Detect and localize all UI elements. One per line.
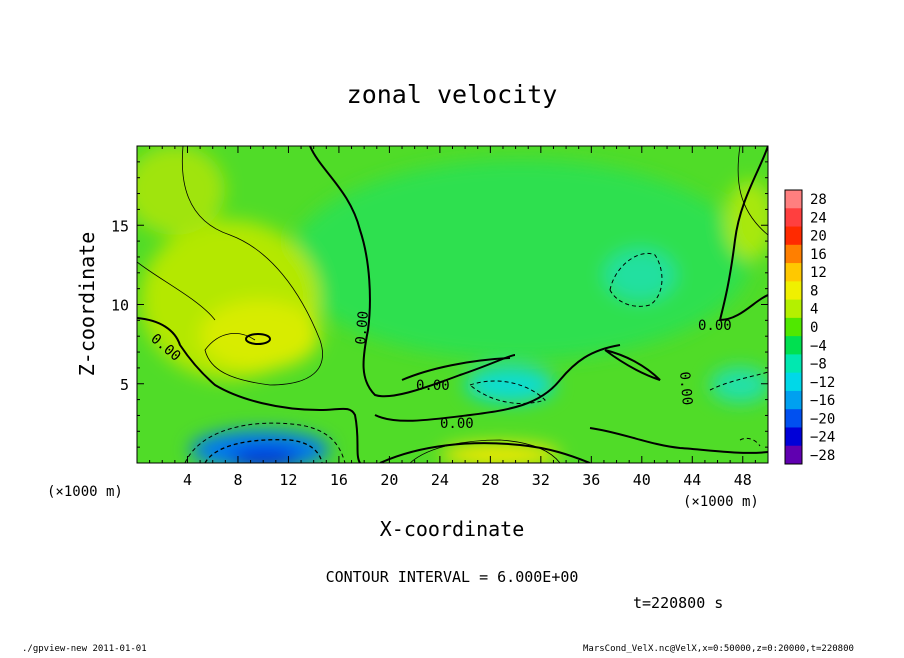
contour-interval: CONTOUR INTERVAL = 6.000E+00 [326, 568, 579, 586]
colorbar: 28 24 20 16 12 8 4 0 −4 −8 −12 −16 −20 −24 −28 [784, 189, 835, 465]
x-tick-label: 40 [633, 471, 651, 489]
colorbar-swatch [785, 263, 802, 282]
y-tick-label: 5 [120, 376, 129, 394]
x-tick-label: 28 [481, 471, 499, 489]
colorbar-label: −12 [810, 375, 835, 391]
contour-label: 0.00 [416, 378, 450, 394]
x-tick-label: 12 [279, 471, 297, 489]
velocity-field [137, 146, 768, 463]
contour-label: 0.00 [440, 416, 474, 432]
colorbar-swatch [785, 281, 802, 301]
x-unit-label: (×1000 m) [47, 484, 123, 500]
colorbar-swatch [785, 336, 802, 355]
contour-label: 0.00 [676, 371, 695, 406]
colorbar-swatch [785, 190, 802, 209]
colorbar-swatch [785, 390, 802, 410]
x-tick-label: 24 [431, 471, 449, 489]
x-tick-label: 48 [734, 471, 752, 489]
y-axis-label: Z-coordinate [75, 232, 99, 377]
x-tick-label: 36 [582, 471, 600, 489]
colorbar-label: 16 [810, 247, 827, 263]
x-tick-label: 16 [330, 471, 348, 489]
y-axis: 5 10 15 [111, 161, 768, 448]
colorbar-label: −16 [810, 393, 835, 409]
x-unit-label-right: (×1000 m) [683, 494, 759, 510]
colorbar-label: 28 [810, 192, 827, 208]
x-axis-label: X-coordinate [380, 517, 525, 541]
x-tick-label: 44 [683, 471, 701, 489]
x-tick-label: 32 [532, 471, 550, 489]
chart-title: zonal velocity [347, 80, 558, 109]
x-tick-label: 8 [233, 471, 242, 489]
colorbar-swatch [785, 354, 802, 374]
colorbar-swatch [785, 244, 802, 264]
colorbar-label: 4 [810, 302, 818, 318]
colorbar-label: −8 [810, 357, 827, 373]
colorbar-frame [784, 189, 803, 465]
y-tick-label: 15 [111, 217, 129, 235]
colorbar-swatch [785, 299, 802, 319]
colorbar-label: 0 [810, 320, 818, 336]
colorbar-label: −28 [810, 448, 835, 464]
colorbar-swatch [785, 372, 802, 392]
colorbar-label: 24 [810, 210, 827, 226]
footer-left: ./gpview-new 2011-01-01 [22, 644, 147, 654]
time-label: t=220800 s [633, 594, 723, 612]
y-tick-label: 10 [111, 297, 129, 315]
colorbar-label: 20 [810, 229, 827, 245]
colorbar-label: −4 [810, 338, 827, 354]
colorbar-swatch [785, 409, 802, 428]
footer-right: MarsCond_VelX.nc@VelX,x=0:50000,z=0:2000… [583, 644, 854, 654]
colorbar-swatch [785, 427, 802, 447]
x-axis: 4 8 12 16 20 24 28 32 36 40 44 48 [149, 146, 756, 489]
colorbar-label: −20 [810, 411, 835, 427]
x-tick-label: 4 [183, 471, 192, 489]
colorbar-swatch [785, 226, 802, 246]
colorbar-swatch [785, 208, 802, 228]
x-tick-label: 20 [380, 471, 398, 489]
colorbar-swatch [785, 445, 802, 465]
contour-label: 0.00 [353, 310, 372, 345]
colorbar-swatch [785, 317, 802, 337]
colorbar-label: 12 [810, 265, 827, 281]
contour-label: 0.00 [698, 318, 732, 334]
colorbar-label: 8 [810, 283, 818, 299]
colorbar-label: −24 [810, 430, 835, 446]
